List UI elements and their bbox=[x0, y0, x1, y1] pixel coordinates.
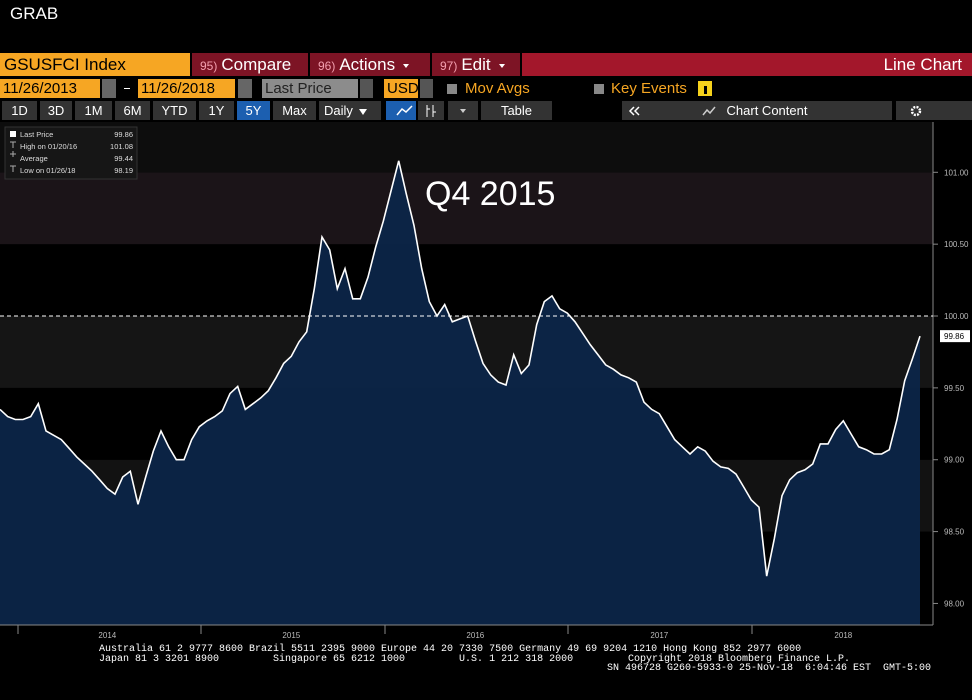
legend-glyphs bbox=[10, 141, 16, 172]
x-tick-label: 2016 bbox=[466, 631, 484, 640]
calendar-icon[interactable] bbox=[102, 79, 116, 98]
start-date[interactable]: 11/26/2013 bbox=[0, 79, 100, 98]
checkbox[interactable] bbox=[594, 84, 604, 94]
legend-swatch bbox=[10, 131, 16, 137]
legend-value: 101.08 bbox=[110, 142, 133, 151]
chart: Last Price 99.86 High on 01/20/16 101.08 Ave… bbox=[0, 122, 972, 642]
y-tick-label: 101.00 bbox=[944, 168, 969, 177]
bar-chart-icon[interactable] bbox=[418, 101, 444, 120]
chart-content-button[interactable]: Chart Content bbox=[622, 101, 892, 120]
legend-value: 99.44 bbox=[114, 154, 133, 163]
footer-copyright: Copyright 2018 Bloomberg Finance L.P. bbox=[628, 654, 851, 665]
field-select[interactable]: Last Price bbox=[262, 79, 358, 98]
chart-content-label: Chart Content bbox=[726, 103, 808, 118]
ohlc-glyph bbox=[426, 105, 436, 117]
table-button[interactable]: Table bbox=[481, 101, 552, 120]
button-label: Compare bbox=[221, 55, 292, 74]
button-number: 95) bbox=[200, 59, 218, 73]
line-glyph bbox=[396, 105, 413, 116]
grid-band bbox=[0, 172, 933, 245]
button-number: 97) bbox=[440, 59, 458, 73]
toolbar-icons bbox=[396, 105, 922, 117]
range-button[interactable]: 3D bbox=[40, 101, 72, 120]
legend-value: 98.19 bbox=[114, 166, 133, 175]
y-tick-label: 98.50 bbox=[944, 528, 965, 537]
x-axis-ticks bbox=[17, 625, 753, 634]
range-button[interactable]: 6M bbox=[115, 101, 150, 120]
button-label: Edit bbox=[461, 55, 491, 74]
calendar-icon[interactable] bbox=[238, 79, 252, 98]
info-icon[interactable] bbox=[698, 81, 712, 96]
legend: Last Price 99.86 High on 01/20/16 101.08 Ave… bbox=[4, 126, 138, 180]
range-button[interactable]: 1M bbox=[75, 101, 112, 120]
annotation: Q4 2015 bbox=[425, 175, 555, 213]
date-dash bbox=[124, 88, 130, 89]
legend-label: Last Price bbox=[20, 130, 53, 139]
legend-box bbox=[4, 126, 138, 180]
range-button[interactable]: 1D bbox=[2, 101, 37, 120]
line bbox=[0, 160, 921, 577]
key-events-label: Key Events bbox=[611, 80, 687, 97]
dropdown[interactable] bbox=[420, 79, 433, 98]
last-value-tag bbox=[940, 330, 970, 343]
mov-avgs-label: Mov Avgs bbox=[465, 80, 530, 97]
legend-label: High on 01/20/16 bbox=[20, 142, 77, 151]
range-button[interactable]: Max bbox=[273, 101, 316, 120]
view-title: Line Chart bbox=[522, 53, 972, 76]
frequency-label: Daily bbox=[324, 103, 353, 118]
chart-glyph bbox=[702, 106, 716, 116]
footer-line: Japan 81 3 3201 8900 Singapore 65 6212 1… bbox=[99, 654, 574, 665]
legend-label: Low on 01/26/18 bbox=[20, 166, 75, 175]
checkbox[interactable] bbox=[447, 84, 457, 94]
grid-band bbox=[0, 244, 933, 317]
info-glyph bbox=[704, 86, 707, 94]
x-tick-label: 2018 bbox=[834, 631, 852, 640]
y-tick-label: 99.00 bbox=[944, 456, 965, 465]
end-date[interactable]: 11/26/2018 bbox=[138, 79, 235, 98]
range-button[interactable]: 5Y bbox=[237, 101, 270, 120]
y-tick-label: 98.00 bbox=[944, 599, 965, 608]
grid-band bbox=[0, 122, 933, 173]
y-tick-label: 99.50 bbox=[944, 384, 965, 393]
legend-value: 99.86 bbox=[114, 130, 133, 139]
y-tick-label: 100.50 bbox=[944, 240, 969, 249]
caret bbox=[358, 108, 367, 115]
compare-button[interactable]: 95) Compare bbox=[192, 53, 308, 76]
caret bbox=[403, 63, 410, 68]
frequency-select[interactable]: Daily bbox=[319, 101, 381, 120]
collapse-glyph bbox=[628, 106, 640, 116]
x-tick-label: 2017 bbox=[650, 631, 668, 640]
x-tick-label: 2014 bbox=[98, 631, 116, 640]
gear-glyph bbox=[910, 105, 922, 117]
range-button[interactable]: 1Y bbox=[199, 101, 234, 120]
legend-label: Average bbox=[20, 154, 48, 163]
dropdown[interactable] bbox=[360, 79, 373, 98]
footer-line: Australia 61 2 9777 8600 Brazil 5511 239… bbox=[99, 644, 802, 655]
actions-button[interactable]: 96) Actions bbox=[310, 53, 430, 76]
area bbox=[0, 160, 920, 626]
range-button[interactable]: YTD bbox=[153, 101, 196, 120]
x-tick-label: 2015 bbox=[282, 631, 300, 640]
y-tick-label: 100.00 bbox=[944, 312, 969, 321]
currency-select[interactable]: USD bbox=[384, 79, 419, 98]
window-title: GRAB bbox=[10, 4, 59, 23]
button-number: 96) bbox=[318, 59, 336, 73]
footer-line: SN 496728 G260-5933-0 25-Nov-18 6:04:46 … bbox=[607, 663, 932, 674]
ticker-field[interactable]: GSUSFCI Index bbox=[0, 53, 190, 76]
dropdown-glyph bbox=[460, 109, 466, 113]
edit-button[interactable]: 97) Edit bbox=[432, 53, 520, 76]
caret bbox=[498, 63, 505, 68]
button-label: Actions bbox=[339, 55, 396, 74]
last-value-label: 99.86 bbox=[944, 332, 965, 341]
